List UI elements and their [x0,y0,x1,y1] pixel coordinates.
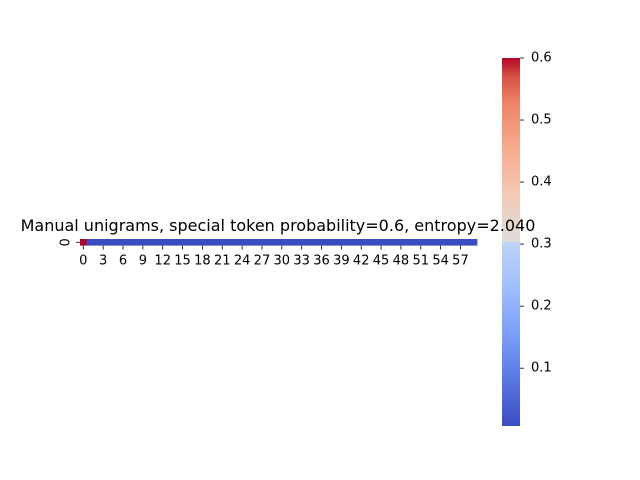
heatmap-cell [80,239,88,246]
x-tick-label: 27 [254,254,271,269]
heatmap-cell [238,239,246,246]
y-tick-label: 0 [59,238,74,246]
heatmap-cell [324,239,332,246]
x-tick-label: 51 [412,254,429,269]
x-tick-label: 18 [194,254,211,269]
heatmap-cell [265,239,273,246]
heatmap-cell [344,239,352,246]
heatmap-cell [93,239,101,246]
heatmap-cell [245,239,253,246]
heatmap-cell [364,239,372,246]
colorbar-gradient [502,58,520,426]
heatmap-cell [424,239,432,246]
colorbar-tick-label: 0.6 [531,51,552,66]
x-tick-label: 21 [214,254,231,269]
x-tick-label: 48 [393,254,410,269]
heatmap-cell [463,239,471,246]
heatmap-cell [430,239,438,246]
heatmap-cell [351,239,359,246]
heatmap-cell [232,239,240,246]
heatmap-cell [132,239,140,246]
heatmap-cells [80,239,478,246]
heatmap-cell [443,239,451,246]
heatmap-cell [410,239,418,246]
colorbar-tick-label: 0.2 [531,299,552,314]
heatmap-cell [377,239,385,246]
heatmap-cell [218,239,226,246]
heatmap-cell [291,239,299,246]
heatmap-cell [106,239,114,246]
heatmap-cell [172,239,180,246]
x-tick-label: 54 [432,254,449,269]
heatmap-cell [404,239,412,246]
heatmap-cell [146,239,154,246]
x-tick-label: 6 [119,254,127,269]
heatmap-cell [450,239,458,246]
heatmap-cell [457,239,465,246]
x-tick-label: 45 [373,254,390,269]
colorbar-tick-label: 0.4 [531,175,552,190]
x-tick-label: 12 [154,254,171,269]
heatmap-cell [126,239,134,246]
heatmap-cell [331,239,339,246]
y-axis: 0 [59,238,80,246]
heatmap-cell [113,239,121,246]
x-tick-label: 42 [353,254,370,269]
heatmap-cell [159,239,167,246]
heatmap-cell [86,239,94,246]
x-tick-label: 24 [234,254,251,269]
x-tick-label: 30 [274,254,291,269]
colorbar-ticks: 0.1 0.2 0.3 0.4 0.5 0.6 [520,51,552,376]
heatmap-cell [338,239,346,246]
heatmap-cell [437,239,445,246]
heatmap-cell [298,239,306,246]
colorbar-tick-label: 0.1 [531,361,552,376]
heatmap-cell [205,239,213,246]
heatmap-cell [119,239,127,246]
heatmap-cell [470,239,478,246]
x-tick-label: 9 [139,254,147,269]
heatmap-cell [185,239,193,246]
colorbar-tick-label: 0.3 [531,237,552,252]
heatmap-cell [390,239,398,246]
colorbar: 0.1 0.2 0.3 0.4 0.5 0.6 [502,51,552,426]
x-tick-label: 57 [452,254,469,269]
x-tick-label: 15 [174,254,191,269]
heatmap-cell [258,239,266,246]
heatmap-cell [271,239,279,246]
x-axis: 0 3 6 9 12 15 18 21 24 27 30 33 36 39 42 45 48 51 54 57 [79,245,469,269]
heatmap-cell [285,239,293,246]
heatmap-cell [152,239,160,246]
heatmap-cell [278,239,286,246]
x-tick-label: 36 [313,254,330,269]
heatmap-cell [384,239,392,246]
heatmap-cell [212,239,220,246]
heatmap-cell [357,239,365,246]
heatmap-cell [179,239,187,246]
heatmap-cell [166,239,174,246]
chart-title: Manual unigrams, special token probabili… [21,216,536,235]
colorbar-tick-label: 0.5 [531,113,552,128]
heatmap-cell [371,239,379,246]
heatmap-cell [252,239,260,246]
heatmap-cell [304,239,312,246]
heatmap-cell [417,239,425,246]
x-tick-label: 33 [293,254,310,269]
x-tick-label: 0 [79,254,87,269]
x-tick-label: 39 [333,254,350,269]
heatmap-cell [199,239,207,246]
heatmap-cell [311,239,319,246]
heatmap-cell [225,239,233,246]
heatmap-cell [397,239,405,246]
heatmap-cell [318,239,326,246]
heatmap-cell [192,239,200,246]
heatmap-cell [99,239,107,246]
x-tick-label: 3 [99,254,107,269]
heatmap-cell [139,239,147,246]
